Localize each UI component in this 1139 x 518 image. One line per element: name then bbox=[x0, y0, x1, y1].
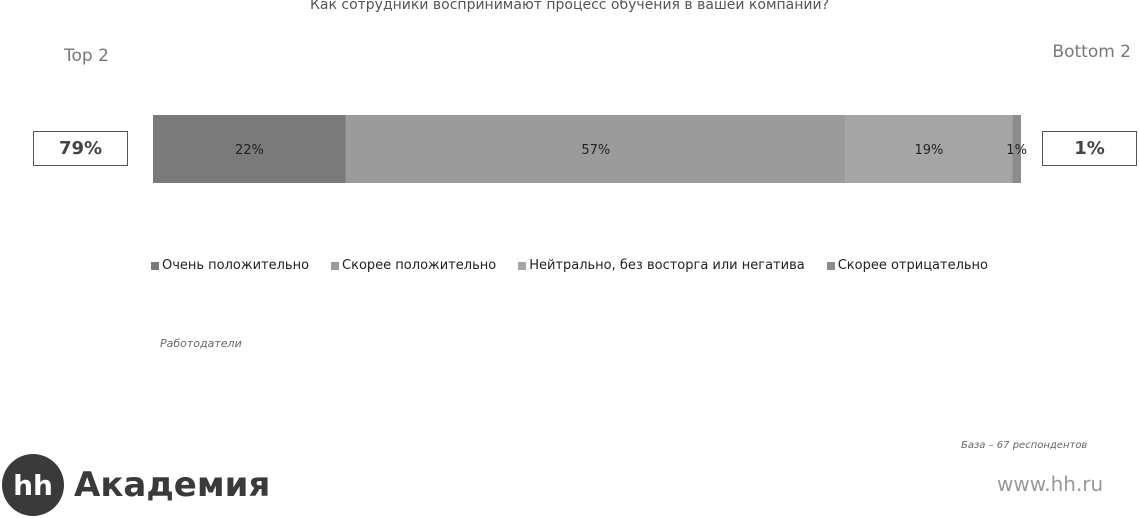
legend-label: Очень положительно bbox=[161, 258, 310, 273]
top2-value-box: 79% bbox=[33, 131, 128, 166]
legend-item-2: Скорее положительно bbox=[331, 258, 496, 273]
bar-segment-2 bbox=[345, 115, 846, 183]
legend-swatch bbox=[331, 261, 340, 270]
stacked-bar-chart: 22% 57% 19% 1% bbox=[153, 115, 1027, 183]
top2-value: 79% bbox=[58, 138, 103, 159]
chart-legend: Очень положительно Скорее положительно Ней… bbox=[0, 258, 1139, 273]
hh-logo-mark: hh bbox=[2, 454, 64, 516]
bar-data-label-1: 22% bbox=[235, 143, 264, 158]
legend-item-1: Очень положительно bbox=[150, 258, 310, 273]
legend-item-4: Скорее отрицательно bbox=[826, 258, 989, 273]
bottom2-label: Bottom 2 bbox=[1052, 42, 1131, 62]
legend-label: Скорее положительно bbox=[342, 258, 497, 273]
site-url: www.hh.ru bbox=[997, 472, 1104, 496]
bar-data-label-4: 1% bbox=[1006, 143, 1027, 158]
base-note: База – 67 респондентов bbox=[961, 440, 1088, 451]
bar-segment-3 bbox=[845, 115, 1013, 183]
legend-swatch bbox=[518, 261, 527, 270]
legend-swatch bbox=[150, 261, 159, 270]
bottom2-value: 1% bbox=[1074, 138, 1105, 159]
legend-item-3: Нейтрально, без восторга или негатива bbox=[518, 258, 805, 273]
hh-academy-logo: hh Академия bbox=[2, 454, 270, 516]
logo-text: Академия bbox=[74, 465, 271, 505]
legend-label: Скорее отрицательно bbox=[837, 258, 989, 273]
top2-label: Top 2 bbox=[64, 46, 109, 66]
source-note: Работодатели bbox=[160, 337, 242, 350]
bar-segment-4 bbox=[1012, 115, 1021, 183]
chart-title: Как сотрудники воспринимают процесс обуч… bbox=[309, 0, 830, 13]
bottom2-value-box: 1% bbox=[1042, 131, 1137, 166]
legend-label: Нейтрально, без восторга или негатива bbox=[529, 258, 805, 273]
bar-segment-1 bbox=[153, 115, 346, 183]
bar-data-label-2: 57% bbox=[581, 143, 610, 158]
legend-swatch bbox=[826, 261, 835, 270]
bar-data-label-3: 19% bbox=[914, 143, 943, 158]
